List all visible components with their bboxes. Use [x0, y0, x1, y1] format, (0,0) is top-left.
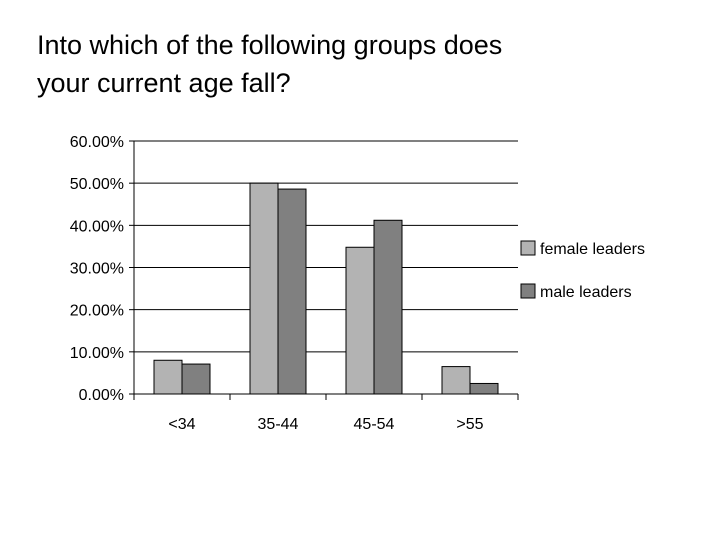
y-tick-label: 60.00%: [70, 134, 124, 151]
y-tick-label: 10.00%: [70, 345, 124, 362]
x-category-label: 35-44: [258, 416, 299, 433]
y-tick-label: 30.00%: [70, 261, 124, 278]
y-axis-tick-labels: 0.00% 10.00% 20.00% 30.00% 40.00% 50.00% 60.00…: [70, 134, 124, 404]
gridlines: [134, 140, 518, 353]
bar-male-0: [181, 363, 211, 395]
y-tick-label: 40.00%: [70, 218, 124, 235]
legend-swatch: [520, 283, 536, 299]
chart-title: Into which of the following groups does …: [37, 26, 677, 102]
legend: female leaders male leaders: [520, 240, 645, 301]
chart-title-line-1: Into which of the following groups does: [37, 30, 503, 60]
x-category-label: <34: [168, 416, 195, 433]
y-tick-label: 50.00%: [70, 176, 124, 193]
bar-female-0: [153, 359, 183, 395]
bar-male-3: [469, 382, 499, 395]
legend-label: male leaders: [540, 284, 632, 301]
bars: [153, 182, 499, 395]
bar-female-1: [249, 182, 279, 395]
y-tick-label: 20.00%: [70, 303, 124, 320]
legend-label: female leaders: [540, 241, 645, 258]
bar-male-2: [373, 219, 403, 395]
x-category-label: 45-54: [354, 416, 395, 433]
x-category-label: >55: [456, 416, 483, 433]
bar-male-1: [277, 188, 307, 395]
bar-female-3: [441, 366, 471, 395]
y-tick-label: 0.00%: [79, 387, 124, 404]
legend-swatch: [520, 240, 536, 256]
chart-title-line-2: your current age fall?: [37, 68, 291, 98]
x-axis-category-labels: <34 35-44 45-54 >55: [168, 416, 483, 433]
bar-female-2: [345, 246, 375, 395]
axes: [129, 140, 519, 400]
